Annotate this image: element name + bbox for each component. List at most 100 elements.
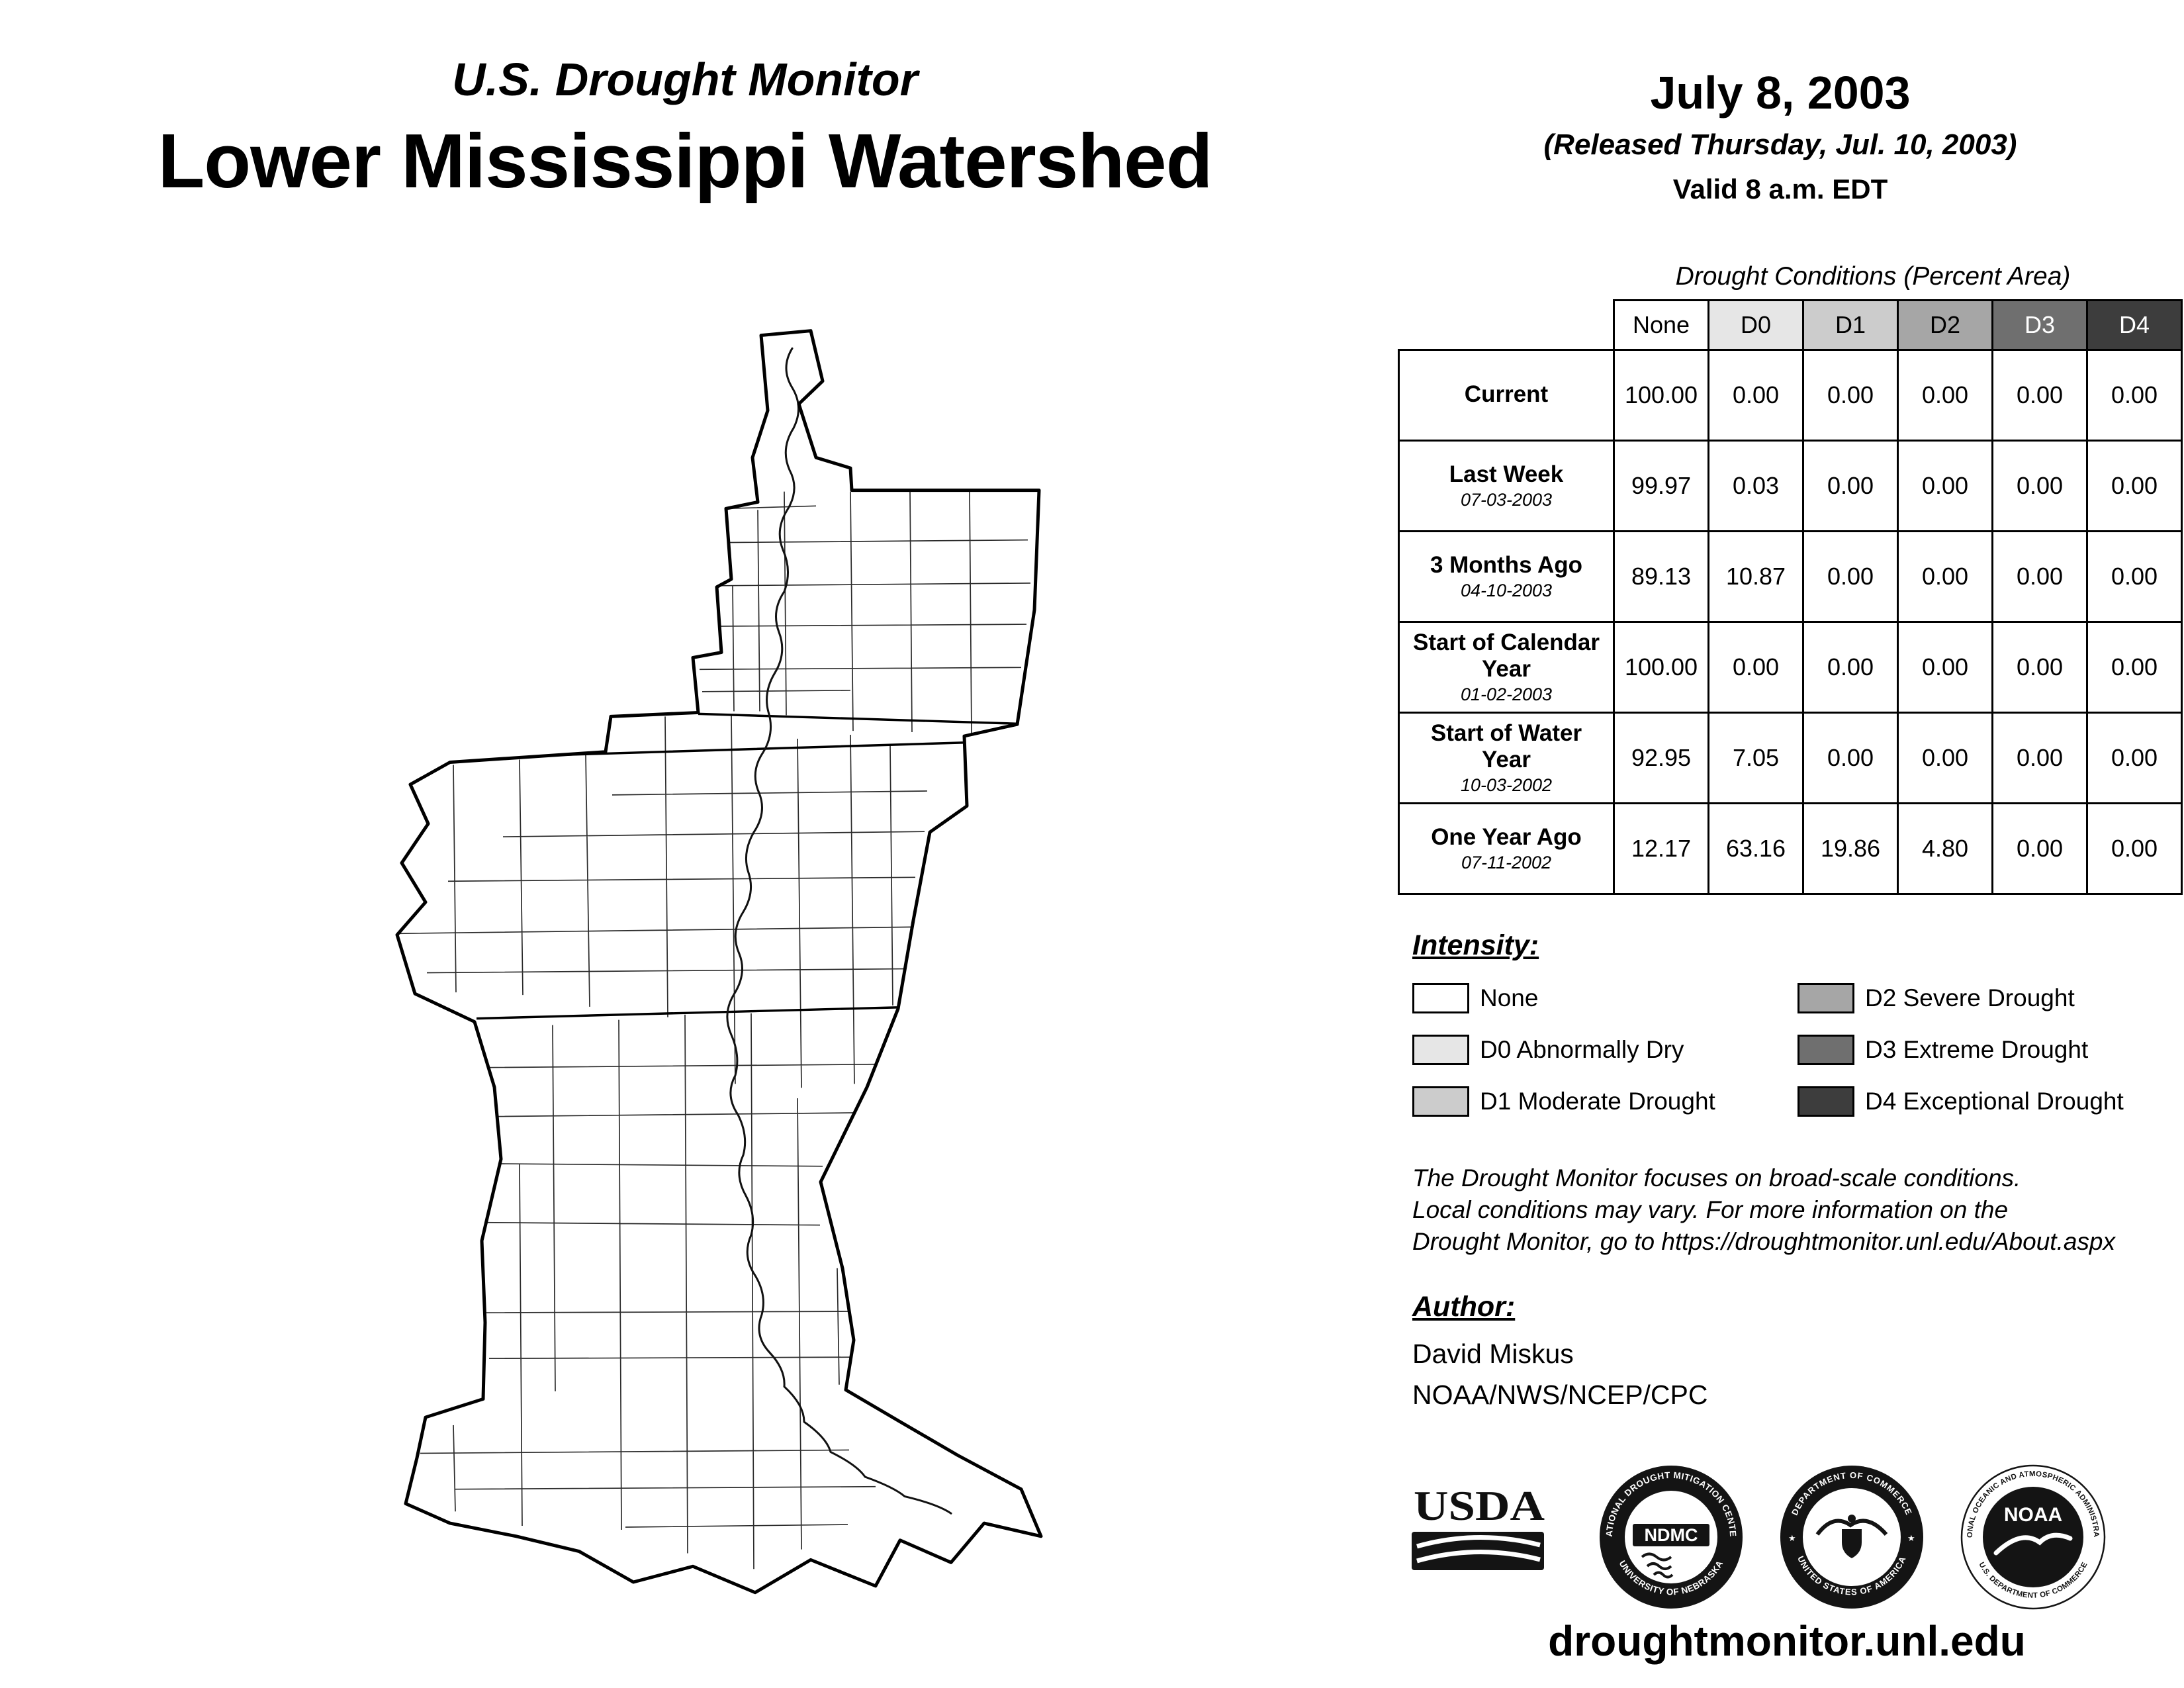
table-row-3-months-ago: 3 Months Ago 04-10-2003 89.13 10.87 0.00 …	[1398, 530, 2183, 623]
county-boundaries	[398, 490, 1031, 1570]
report-date-block: July 8, 2003 (Released Thursday, Jul. 10…	[1416, 66, 2144, 205]
doc-star-left-icon: ★	[1788, 1533, 1796, 1543]
legend-item-d2: D2 Severe Drought	[1797, 981, 2124, 1015]
noaa-wordmark: NOAA	[2004, 1504, 2062, 1526]
table-cell: 0.00	[1991, 349, 2088, 442]
column-header-d1: D1	[1802, 299, 1899, 351]
table-cell: 0.00	[2086, 802, 2183, 895]
swatch-none	[1412, 983, 1469, 1013]
table-cell: 0.00	[1802, 440, 1899, 532]
table-cell: 89.13	[1613, 530, 1709, 623]
table-row-current: Current 100.00 0.00 0.00 0.00 0.00 0.00	[1398, 349, 2183, 442]
legend-label: D2 Severe Drought	[1865, 984, 2075, 1011]
table-cell: 0.00	[2086, 440, 2183, 532]
table-cell: 0.00	[1802, 712, 1899, 804]
table-corner-spacer	[1399, 301, 1614, 350]
usda-logo: USDA	[1410, 1482, 1549, 1587]
row-label: Last Week	[1449, 461, 1564, 487]
usda-swoosh-top	[1416, 1535, 1541, 1549]
table-cell: 0.00	[1897, 712, 1993, 804]
table-cell: 10.87	[1707, 530, 1804, 623]
noaa-seal: NATIONAL OCEANIC AND ATMOSPHERIC ADMINIS…	[1960, 1464, 2106, 1613]
legend-item-none: None	[1412, 981, 1715, 1015]
watershed-map	[387, 312, 1049, 1633]
legend-column-left: None D0 Abnormally Dry D1 Moderate Droug…	[1412, 981, 1715, 1119]
commerce-seal: DEPARTMENT OF COMMERCE UNITED STATES OF …	[1779, 1464, 1925, 1613]
table-cell: 0.00	[2086, 530, 2183, 623]
column-header-d2: D2	[1897, 299, 1993, 351]
row-label: Current	[1464, 381, 1549, 407]
table-cell: 0.00	[2086, 712, 2183, 804]
row-label: One Year Ago	[1431, 824, 1582, 850]
page-title: Lower Mississippi Watershed	[158, 118, 1212, 204]
table-title: Drought Conditions (Percent Area)	[1675, 262, 2071, 291]
table-cell: 0.00	[1802, 621, 1899, 714]
legend-label: D4 Exceptional Drought	[1865, 1088, 2124, 1115]
table-cell: 4.80	[1897, 802, 1993, 895]
row-date: 10-03-2002	[1460, 775, 1553, 795]
doc-star-right-icon: ★	[1907, 1533, 1915, 1543]
usda-swoosh-bottom	[1416, 1550, 1541, 1564]
table-row-one-year-ago: One Year Ago 07-11-2002 12.17 63.16 19.86…	[1398, 802, 2183, 895]
mississippi-river-line	[726, 347, 952, 1515]
swatch-d0	[1412, 1035, 1469, 1065]
table-cell: 12.17	[1613, 802, 1709, 895]
legend-label: D1 Moderate Drought	[1480, 1088, 1715, 1115]
table-cell: 0.00	[1897, 530, 1993, 623]
legend-label: D0 Abnormally Dry	[1480, 1036, 1684, 1063]
table-row-last-week: Last Week 07-03-2003 99.97 0.03 0.00 0.00…	[1398, 440, 2183, 532]
usda-wordmark: USDA	[1414, 1484, 1545, 1529]
table-cell: 0.00	[2086, 349, 2183, 442]
disclaimer-line: Drought Monitor, go to https://droughtmo…	[1412, 1228, 2115, 1255]
table-cell: 0.00	[1991, 802, 2088, 895]
ndmc-water-waves-icon	[1641, 1552, 1674, 1579]
swatch-d4	[1797, 1086, 1854, 1117]
table-cell: 7.05	[1707, 712, 1804, 804]
ndmc-seal: NATIONAL DROUGHT MITIGATION CENTER UNIVE…	[1598, 1464, 1744, 1613]
swatch-d3	[1797, 1035, 1854, 1065]
table-cell: 0.00	[1707, 349, 1804, 442]
table-cell: 92.95	[1613, 712, 1709, 804]
row-date: 04-10-2003	[1460, 581, 1553, 600]
swatch-d2	[1797, 983, 1854, 1013]
legend-label: D3 Extreme Drought	[1865, 1036, 2089, 1063]
column-header-d4: D4	[2086, 299, 2183, 351]
legend-item-d4: D4 Exceptional Drought	[1797, 1084, 2124, 1119]
table-row-start-calendar-year: Start of Calendar Year 01-02-2003 100.00 …	[1398, 621, 2183, 714]
author-org: NOAA/NWS/NCEP/CPC	[1412, 1380, 1708, 1410]
table-cell: 100.00	[1613, 621, 1709, 714]
author-heading: Author:	[1412, 1291, 1516, 1323]
table-cell: 0.03	[1707, 440, 1804, 532]
doc-eagle-wings-icon	[1815, 1519, 1888, 1536]
table-cell: 0.00	[1802, 530, 1899, 623]
table-cell: 0.00	[1802, 349, 1899, 442]
ndmc-banner-text: NDMC	[1645, 1525, 1698, 1545]
disclaimer: The Drought Monitor focuses on broad-sca…	[1412, 1162, 2115, 1258]
row-date: 07-03-2003	[1460, 490, 1553, 510]
table-cell: 0.00	[1991, 712, 2088, 804]
legend-item-d1: D1 Moderate Drought	[1412, 1084, 1715, 1119]
author-name: David Miskus	[1412, 1338, 1574, 1369]
table-cell: 0.00	[1707, 621, 1804, 714]
legend-column-right: D2 Severe Drought D3 Extreme Drought D4 …	[1797, 981, 2124, 1119]
row-date: 01-02-2003	[1460, 684, 1553, 704]
row-label: Start of Calendar Year	[1413, 630, 1600, 682]
drought-conditions-table: None D0 D1 D2 D3 D4 Current 100.00 0.00 …	[1398, 299, 2183, 895]
column-header-d3: D3	[1991, 299, 2088, 351]
table-cell: 0.00	[1897, 621, 1993, 714]
masthead: U.S. Drought Monitor Lower Mississippi W…	[86, 53, 1284, 205]
column-header-none: None	[1613, 299, 1709, 351]
doc-eagle-head-icon	[1848, 1515, 1856, 1523]
table-cell: 0.00	[1991, 621, 2088, 714]
table-cell: 63.16	[1707, 802, 1804, 895]
watershed-fill	[397, 330, 1041, 1593]
column-header-d0: D0	[1707, 299, 1804, 351]
legend-item-d0: D0 Abnormally Dry	[1412, 1033, 1715, 1067]
row-label: Start of Water Year	[1430, 720, 1582, 773]
disclaimer-line: Local conditions may vary. For more info…	[1412, 1196, 2009, 1223]
table-row-start-water-year: Start of Water Year 10-03-2002 92.95 7.05…	[1398, 712, 2183, 804]
table-cell: 0.00	[1897, 349, 1993, 442]
table-cell: 0.00	[1991, 440, 2088, 532]
table-cell: 0.00	[1897, 440, 1993, 532]
